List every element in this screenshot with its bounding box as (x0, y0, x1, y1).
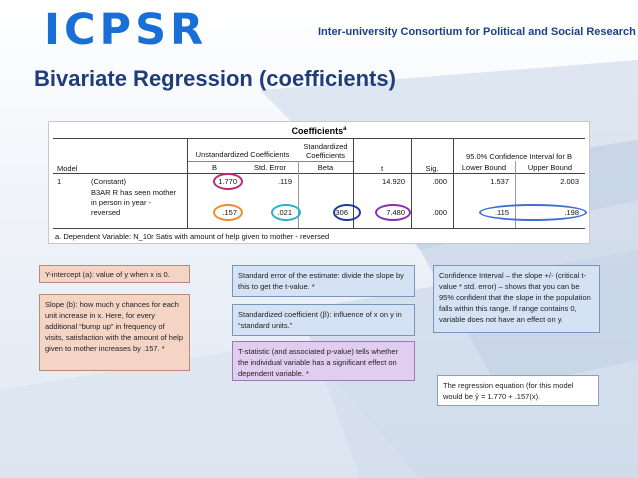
row1-std-error: .119 (277, 177, 292, 186)
organization-name: Inter-university Consortium for Politica… (318, 26, 636, 38)
row1-model: 1 (57, 177, 62, 186)
table-title: Coefficientsa (291, 126, 347, 136)
col-divider-3 (353, 138, 354, 228)
row1-t: 14.920 (382, 177, 405, 186)
row2-predictor-line2: in person in year - (91, 198, 152, 207)
header-std-line2: Coefficients (305, 151, 346, 160)
note-std-error: Standard error of the estimate: divide t… (232, 265, 415, 297)
note-slope: Slope (b): how much y chances for each u… (39, 294, 190, 371)
row2-predictor-line3: reversed (91, 208, 121, 217)
slide-header: ICPSR Inter-university Consortium for Po… (0, 0, 638, 58)
col-b: B (211, 163, 217, 172)
group-rule-unstd (187, 161, 353, 162)
col-beta: Beta (317, 163, 334, 172)
highlight-circle-beta (333, 204, 361, 221)
note-t-statistic: T-statistic (and associated p-value) tel… (232, 341, 415, 381)
header-std-line1: Standardized (303, 142, 348, 151)
table-top-rule (53, 138, 585, 139)
col-divider-6 (515, 161, 516, 228)
note-regression-equation: The regression equation (for this model … (437, 375, 599, 406)
col-t: t (380, 164, 384, 173)
row1-sig: .000 (432, 177, 447, 186)
header-ci: 95.0% Confidence Interval for B (466, 152, 572, 161)
col-divider-2 (298, 161, 299, 228)
note-std-coefficient: Standardized coefficient (β): influence … (232, 304, 415, 336)
table-footnote: a. Dependent Variable: N_10r Satis with … (55, 232, 330, 241)
highlight-circle-std-error (271, 204, 301, 221)
highlight-circle-ci (479, 204, 587, 221)
highlight-circle-slope (213, 204, 243, 221)
col-upper-bound: Upper Bound (527, 163, 573, 172)
col-sig: Sig. (425, 164, 439, 173)
col-divider-5 (453, 138, 454, 228)
highlight-circle-t (375, 204, 411, 221)
coefficients-table: Coefficientsa Unstandardized Coefficient… (48, 121, 590, 244)
icpsr-logo: ICPSR (44, 5, 208, 55)
row1-lower: 1.537 (490, 177, 509, 186)
col-model: Model (57, 164, 78, 173)
row2-predictor-line1: B3AR R has seen mother (91, 188, 177, 197)
col-divider-4 (411, 138, 412, 228)
row1-predictor: (Constant) (91, 177, 127, 186)
row1-upper: 2.003 (560, 177, 579, 186)
header-unstd: Unstandardized Coefficients (195, 150, 290, 159)
col-lower-bound: Lower Bound (461, 163, 507, 172)
note-confidence-interval: Confidence Interval – the slope +/- (cri… (433, 265, 600, 333)
table-bottom-rule (53, 228, 585, 229)
note-intercept: Y-intercept (a): value of y when x is 0. (39, 265, 190, 283)
col-std-error: Std. Error (253, 163, 287, 172)
row2-sig: .000 (432, 208, 447, 217)
header-bottom-rule (53, 173, 585, 174)
col-divider-1 (187, 138, 188, 228)
slide-title: Bivariate Regression (coefficients) (34, 66, 396, 91)
highlight-circle-intercept (213, 173, 243, 190)
